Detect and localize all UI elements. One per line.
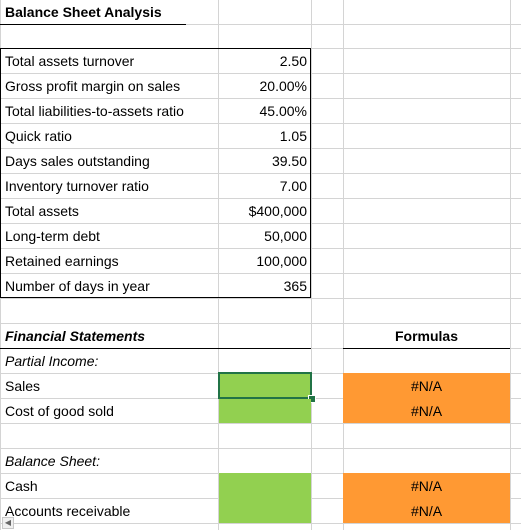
sales-input-cell[interactable] — [219, 373, 311, 398]
ar-label: Accounts receivable — [5, 503, 131, 519]
cogs-formula-cell[interactable]: #N/A — [410, 403, 443, 419]
input-value-cell[interactable]: 50,000 — [264, 228, 307, 244]
gridline — [0, 423, 521, 424]
input-label: Total assets turnover — [5, 53, 135, 69]
gridline — [0, 298, 521, 299]
input-value-cell[interactable]: 365 — [283, 278, 307, 294]
input-value-cell[interactable]: 45.00% — [259, 103, 307, 119]
input-value-cell[interactable]: 1.05 — [279, 128, 307, 144]
input-value-cell[interactable]: 39.50 — [271, 153, 307, 169]
gridline — [0, 323, 521, 324]
partial-income-label: Partial Income: — [5, 353, 99, 369]
formula-cell-fill — [343, 373, 510, 398]
gridline — [0, 248, 521, 249]
triangle-left-icon[interactable]: ◀ — [2, 517, 14, 529]
selected-cell-border — [218, 372, 312, 399]
input-value-cell[interactable]: 2.50 — [279, 53, 307, 69]
gridline — [0, 273, 521, 274]
formula-cell-fill — [343, 498, 510, 523]
input-label: Days sales outstanding — [5, 153, 150, 169]
input-value-cell[interactable]: 20.00% — [259, 78, 307, 94]
gridline — [0, 448, 521, 449]
input-label: Quick ratio — [5, 128, 72, 144]
input-value-cell[interactable]: 7.00 — [279, 178, 307, 194]
cash-formula-cell[interactable]: #N/A — [410, 478, 443, 494]
gridline — [0, 98, 521, 99]
cash-label: Cash — [5, 478, 38, 494]
gridline — [0, 148, 521, 149]
gridline — [343, 0, 344, 530]
cogs-label: Cost of good sold — [5, 403, 114, 419]
financial-statements-heading: Financial Statements — [5, 328, 146, 344]
cogs-input-cell[interactable] — [219, 399, 311, 423]
gridline — [510, 0, 511, 530]
sales-formula-cell[interactable]: #N/A — [410, 378, 443, 394]
input-value-cell[interactable]: 100,000 — [256, 253, 307, 269]
ar-formula-cell[interactable]: #N/A — [410, 503, 443, 519]
input-label: Total assets — [5, 203, 79, 219]
formulas-heading: Formulas — [394, 328, 458, 344]
gridline — [311, 0, 312, 530]
sales-label: Sales — [5, 378, 41, 394]
formula-cell-fill — [343, 473, 510, 498]
gridline — [0, 123, 521, 124]
input-label: Inventory turnover ratio — [5, 178, 149, 194]
balance-sheet-label: Balance Sheet: — [5, 453, 100, 469]
input-label: Retained earnings — [5, 253, 119, 269]
sheet-title: Balance Sheet Analysis — [5, 4, 162, 20]
input-label: Total liabilities-to-assets ratio — [5, 103, 184, 119]
gridline — [0, 198, 521, 199]
input-label: Long-term debt — [5, 228, 100, 244]
cash-input-cell[interactable] — [219, 473, 311, 498]
input-label: Number of days in year — [5, 278, 150, 294]
gridline — [0, 173, 521, 174]
gridline — [0, 73, 521, 74]
gridline — [0, 523, 521, 524]
gridline — [218, 0, 219, 530]
title-border — [0, 24, 186, 25]
heading-border — [0, 348, 311, 349]
gridline — [0, 223, 521, 224]
formulas-heading-border — [343, 348, 510, 349]
input-value-cell[interactable]: $400,000 — [248, 203, 307, 219]
ar-input-cell[interactable] — [219, 498, 311, 523]
input-box-border — [0, 48, 311, 298]
formula-cell-fill — [343, 398, 510, 423]
input-label: Gross profit margin on sales — [5, 78, 181, 94]
gridline — [0, 24, 521, 25]
